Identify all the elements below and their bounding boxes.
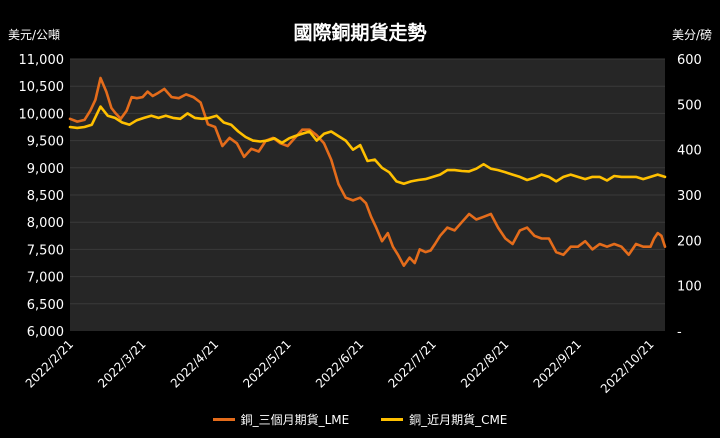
legend-swatch-cme xyxy=(381,418,404,421)
left-tick-label: 6,500 xyxy=(27,298,64,313)
x-tick-label: 2022/3/21 xyxy=(95,337,148,390)
x-tick-label: 2022/6/21 xyxy=(313,337,366,390)
right-axis-unit: 美分/磅 xyxy=(671,28,712,42)
right-tick-label: 600 xyxy=(677,53,702,68)
x-tick-label: 2022/9/21 xyxy=(531,337,584,390)
legend-item-lme: 銅_三個月期貨_LME xyxy=(212,411,350,428)
left-tick-label: 8,000 xyxy=(27,216,64,231)
x-tick-label: 2022/2/21 xyxy=(23,337,76,390)
left-tick-label: 10,000 xyxy=(19,107,65,122)
chart-title: 國際銅期貨走勢 xyxy=(293,22,427,44)
left-tick-label: 6,000 xyxy=(27,325,64,340)
right-tick-label: 100 xyxy=(677,280,702,295)
legend-label-cme: 銅_近月期貨_CME xyxy=(409,413,508,427)
x-tick-label: 2022/5/21 xyxy=(240,337,293,390)
left-tick-label: 7,000 xyxy=(27,271,64,286)
x-tick-label: 2022/4/21 xyxy=(168,337,221,390)
right-tick-label: 500 xyxy=(677,98,702,113)
right-tick-label: - xyxy=(677,325,682,340)
right-tick-label: 200 xyxy=(677,234,702,249)
series-line-cme xyxy=(68,105,667,185)
left-axis-unit: 美元/公噸 xyxy=(8,28,61,42)
legend: 銅_三個月期貨_LME 銅_近月期貨_CME xyxy=(0,410,720,428)
left-tick-label: 9,000 xyxy=(27,162,64,177)
legend-swatch-lme xyxy=(212,418,235,421)
left-tick-label: 11,000 xyxy=(19,53,65,68)
left-tick-label: 7,500 xyxy=(27,243,64,258)
left-tick-label: 9,500 xyxy=(27,135,64,150)
legend-item-cme: 銅_近月期貨_CME xyxy=(381,411,507,428)
right-tick-label: 400 xyxy=(677,144,702,159)
x-tick-label: 2022/8/21 xyxy=(458,337,511,390)
x-tick-label: 2022/7/21 xyxy=(386,337,439,390)
legend-label-lme: 銅_三個月期貨_LME xyxy=(240,413,350,427)
left-tick-label: 8,500 xyxy=(27,189,64,204)
x-tick-label: 2022/10/21 xyxy=(598,337,657,396)
right-tick-label: 300 xyxy=(677,189,702,204)
left-tick-label: 10,500 xyxy=(19,80,65,95)
series-line-lme xyxy=(68,76,667,268)
